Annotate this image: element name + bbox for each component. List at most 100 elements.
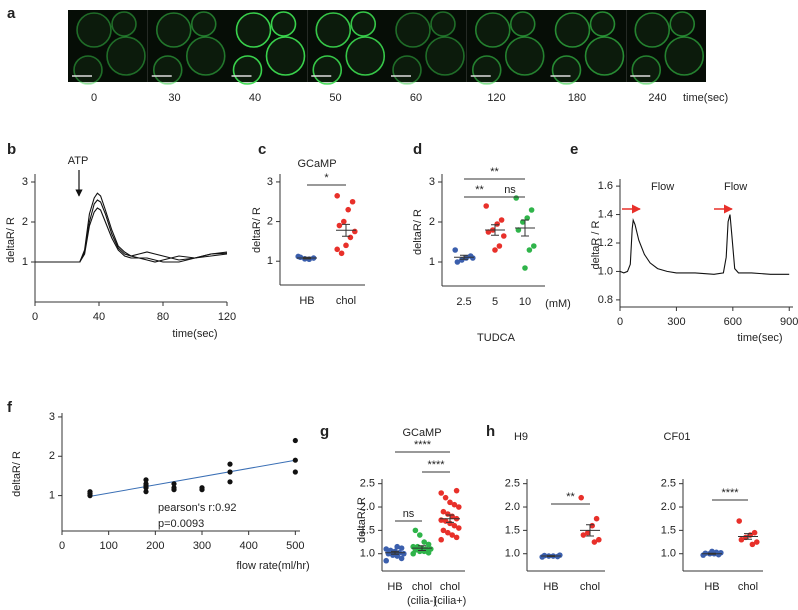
point — [417, 532, 423, 538]
point — [498, 217, 505, 223]
point — [451, 501, 458, 508]
y-tick-label: 1.2 — [598, 237, 613, 249]
cell — [190, 11, 217, 37]
cell — [504, 36, 545, 76]
x-tick-label: 900 — [780, 316, 798, 328]
x-tick-label: HB — [299, 295, 314, 307]
annotation: p=0.0093 — [158, 518, 204, 530]
x-tick-label: 5 — [492, 296, 498, 308]
point — [394, 543, 401, 550]
point — [452, 247, 459, 253]
point — [453, 487, 460, 494]
point — [531, 243, 537, 249]
x-tick-label: HB — [704, 581, 719, 593]
error-bar — [708, 552, 716, 555]
cell — [152, 55, 183, 85]
time-label: 240 — [648, 92, 666, 104]
point — [483, 203, 490, 209]
y-axis-label: deltaR/ R — [356, 497, 368, 543]
point — [515, 227, 522, 233]
error-bar — [303, 256, 311, 260]
panel-letter: e — [570, 141, 578, 158]
y-tick-label: 1.5 — [661, 524, 676, 536]
point — [526, 247, 533, 253]
cell — [589, 11, 616, 37]
point — [412, 527, 419, 534]
time-label: 40 — [249, 92, 261, 104]
point — [736, 518, 742, 524]
y-tick-label: 2 — [429, 216, 435, 228]
fit-line — [89, 459, 296, 497]
x-tick-label: chol — [580, 581, 600, 593]
point — [345, 206, 352, 213]
significance-label: * — [324, 172, 329, 184]
error-bar — [446, 514, 454, 523]
image-frame — [227, 10, 308, 82]
point — [292, 457, 298, 463]
point — [338, 250, 345, 257]
point — [492, 247, 498, 253]
point — [425, 541, 432, 548]
y-tick-label: 3 — [22, 176, 28, 188]
point — [143, 481, 149, 487]
data-line — [35, 192, 228, 263]
point — [591, 539, 598, 545]
point — [578, 494, 584, 501]
y-tick-label: 1.0 — [505, 548, 520, 560]
chart-title: H9 — [514, 431, 528, 443]
image-frame — [546, 10, 627, 82]
cell — [430, 11, 456, 37]
cell — [232, 55, 263, 85]
annotation: pearson's r:0.92 — [158, 502, 237, 514]
image-frame — [307, 10, 387, 82]
point — [87, 489, 93, 495]
x-tick-label: 0 — [617, 316, 623, 328]
y-tick-label: 1.0 — [598, 265, 613, 277]
point — [352, 228, 358, 235]
point — [447, 499, 453, 506]
point — [292, 437, 298, 444]
point — [334, 246, 341, 253]
significance-label: ** — [566, 491, 575, 503]
y-tick-label: 0.8 — [598, 294, 613, 306]
cell — [509, 11, 536, 37]
error-bar — [521, 219, 529, 237]
panel-letter: f — [7, 399, 13, 416]
cell — [474, 12, 511, 48]
point — [143, 477, 149, 483]
cell — [185, 36, 226, 76]
x-tick-label: 10 — [519, 296, 531, 308]
significance-label: **** — [414, 439, 432, 451]
data-line — [35, 207, 228, 263]
y-tick-label: 3 — [267, 176, 273, 188]
significance-label: ** — [490, 166, 499, 178]
x-tick-label: 80 — [157, 311, 169, 323]
point — [470, 255, 476, 261]
cell — [73, 55, 103, 85]
x-tick-sublabel: (cilia-) — [407, 595, 437, 607]
x-tick-label: 0 — [59, 540, 65, 552]
cell — [664, 36, 705, 76]
cell — [270, 11, 297, 37]
point — [580, 532, 587, 538]
point — [751, 529, 758, 536]
point — [528, 207, 535, 213]
point — [485, 229, 492, 235]
point — [453, 534, 460, 541]
point — [398, 545, 405, 551]
y-tick-label: 1.6 — [598, 180, 613, 192]
y-tick-label: 1.4 — [598, 208, 613, 220]
y-tick-label: 2.0 — [360, 501, 375, 513]
point — [524, 215, 530, 221]
cell — [111, 11, 137, 37]
y-axis-label: deltaR/ R — [11, 451, 23, 497]
time-label: 180 — [568, 92, 586, 104]
point — [494, 221, 501, 227]
time-label: 50 — [329, 92, 341, 104]
y-tick-label: 1.5 — [360, 524, 375, 536]
point — [341, 218, 347, 225]
y-tick-label: 2.5 — [505, 478, 520, 490]
cell — [392, 55, 422, 85]
significance-label: **** — [721, 487, 739, 499]
image-frame — [147, 10, 228, 82]
